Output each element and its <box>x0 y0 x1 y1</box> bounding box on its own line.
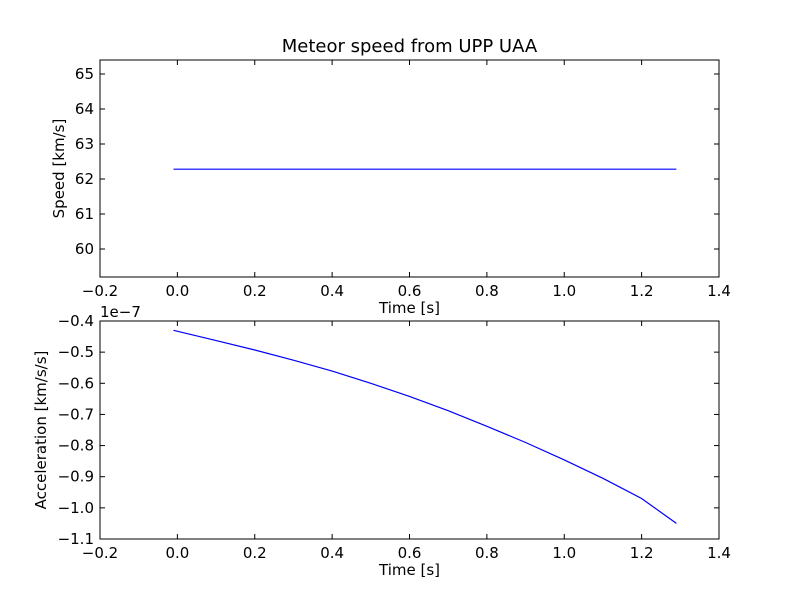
axes-frame <box>99 320 720 540</box>
y-tick-label: −0.7 <box>58 405 94 423</box>
x-tick-label: 0.8 <box>475 282 499 300</box>
x-tick-label: 0.4 <box>320 544 344 562</box>
x-tick-label: 1.4 <box>707 282 731 300</box>
y-tick-label: −0.8 <box>58 437 94 455</box>
x-tick-label: 0.6 <box>398 544 422 562</box>
y-offset-label: 1e−7 <box>100 303 141 321</box>
x-tick-label: 0.0 <box>165 544 189 562</box>
x-tick-label: 1.4 <box>707 544 731 562</box>
y-tick-label: −0.5 <box>58 343 94 361</box>
chart-title: Meteor speed from UPP UAA <box>282 36 538 57</box>
x-tick-label: 0.2 <box>243 544 267 562</box>
y-tick-label: −0.6 <box>58 374 94 392</box>
x-axis-label: Time [s] <box>378 561 440 579</box>
y-tick-label: −0.9 <box>58 468 94 486</box>
speed-plot: −0.2 0.0 0.2 0.4 0.6 0.8 1.0 1.2 1.4 60 61 62 63 64 65… <box>50 36 731 317</box>
y-tick-label: 62 <box>75 170 94 188</box>
y-tick-label: −1.0 <box>58 499 94 517</box>
y-tick-label: −1.1 <box>58 530 94 548</box>
x-tick-label: 1.2 <box>630 282 654 300</box>
y-tick-label: 63 <box>75 135 94 153</box>
y-tick-label: 61 <box>75 205 94 223</box>
x-tick-label: 1.0 <box>552 282 576 300</box>
x-tick-label: 1.0 <box>552 544 576 562</box>
y-tick-label: 64 <box>75 100 94 118</box>
y-axis-label: Acceleration [km/s/s] <box>32 351 50 510</box>
x-axis-label: Time [s] <box>378 299 440 317</box>
x-tick-label: 0.6 <box>398 282 422 300</box>
x-tick-label: −0.2 <box>82 282 118 300</box>
x-tick-label: 1.2 <box>630 544 654 562</box>
x-tick-label: 0.2 <box>243 282 267 300</box>
x-tick-label: −0.2 <box>82 544 118 562</box>
acceleration-plot: −0.2 0.0 0.2 0.4 0.6 0.8 1.0 1.2 1.4 −1.1 −1.0 −0.9… <box>32 303 731 579</box>
axes-frame <box>99 59 720 278</box>
x-tick-label: 0.0 <box>165 282 189 300</box>
y-tick-label: −0.4 <box>58 312 94 330</box>
y-tick-label: 65 <box>75 65 94 83</box>
y-axis-label: Speed [km/s] <box>50 119 68 219</box>
x-tick-label: 0.8 <box>475 544 499 562</box>
series-line <box>173 329 677 524</box>
x-tick-label: 0.4 <box>320 282 344 300</box>
y-tick-label: 60 <box>75 240 94 258</box>
